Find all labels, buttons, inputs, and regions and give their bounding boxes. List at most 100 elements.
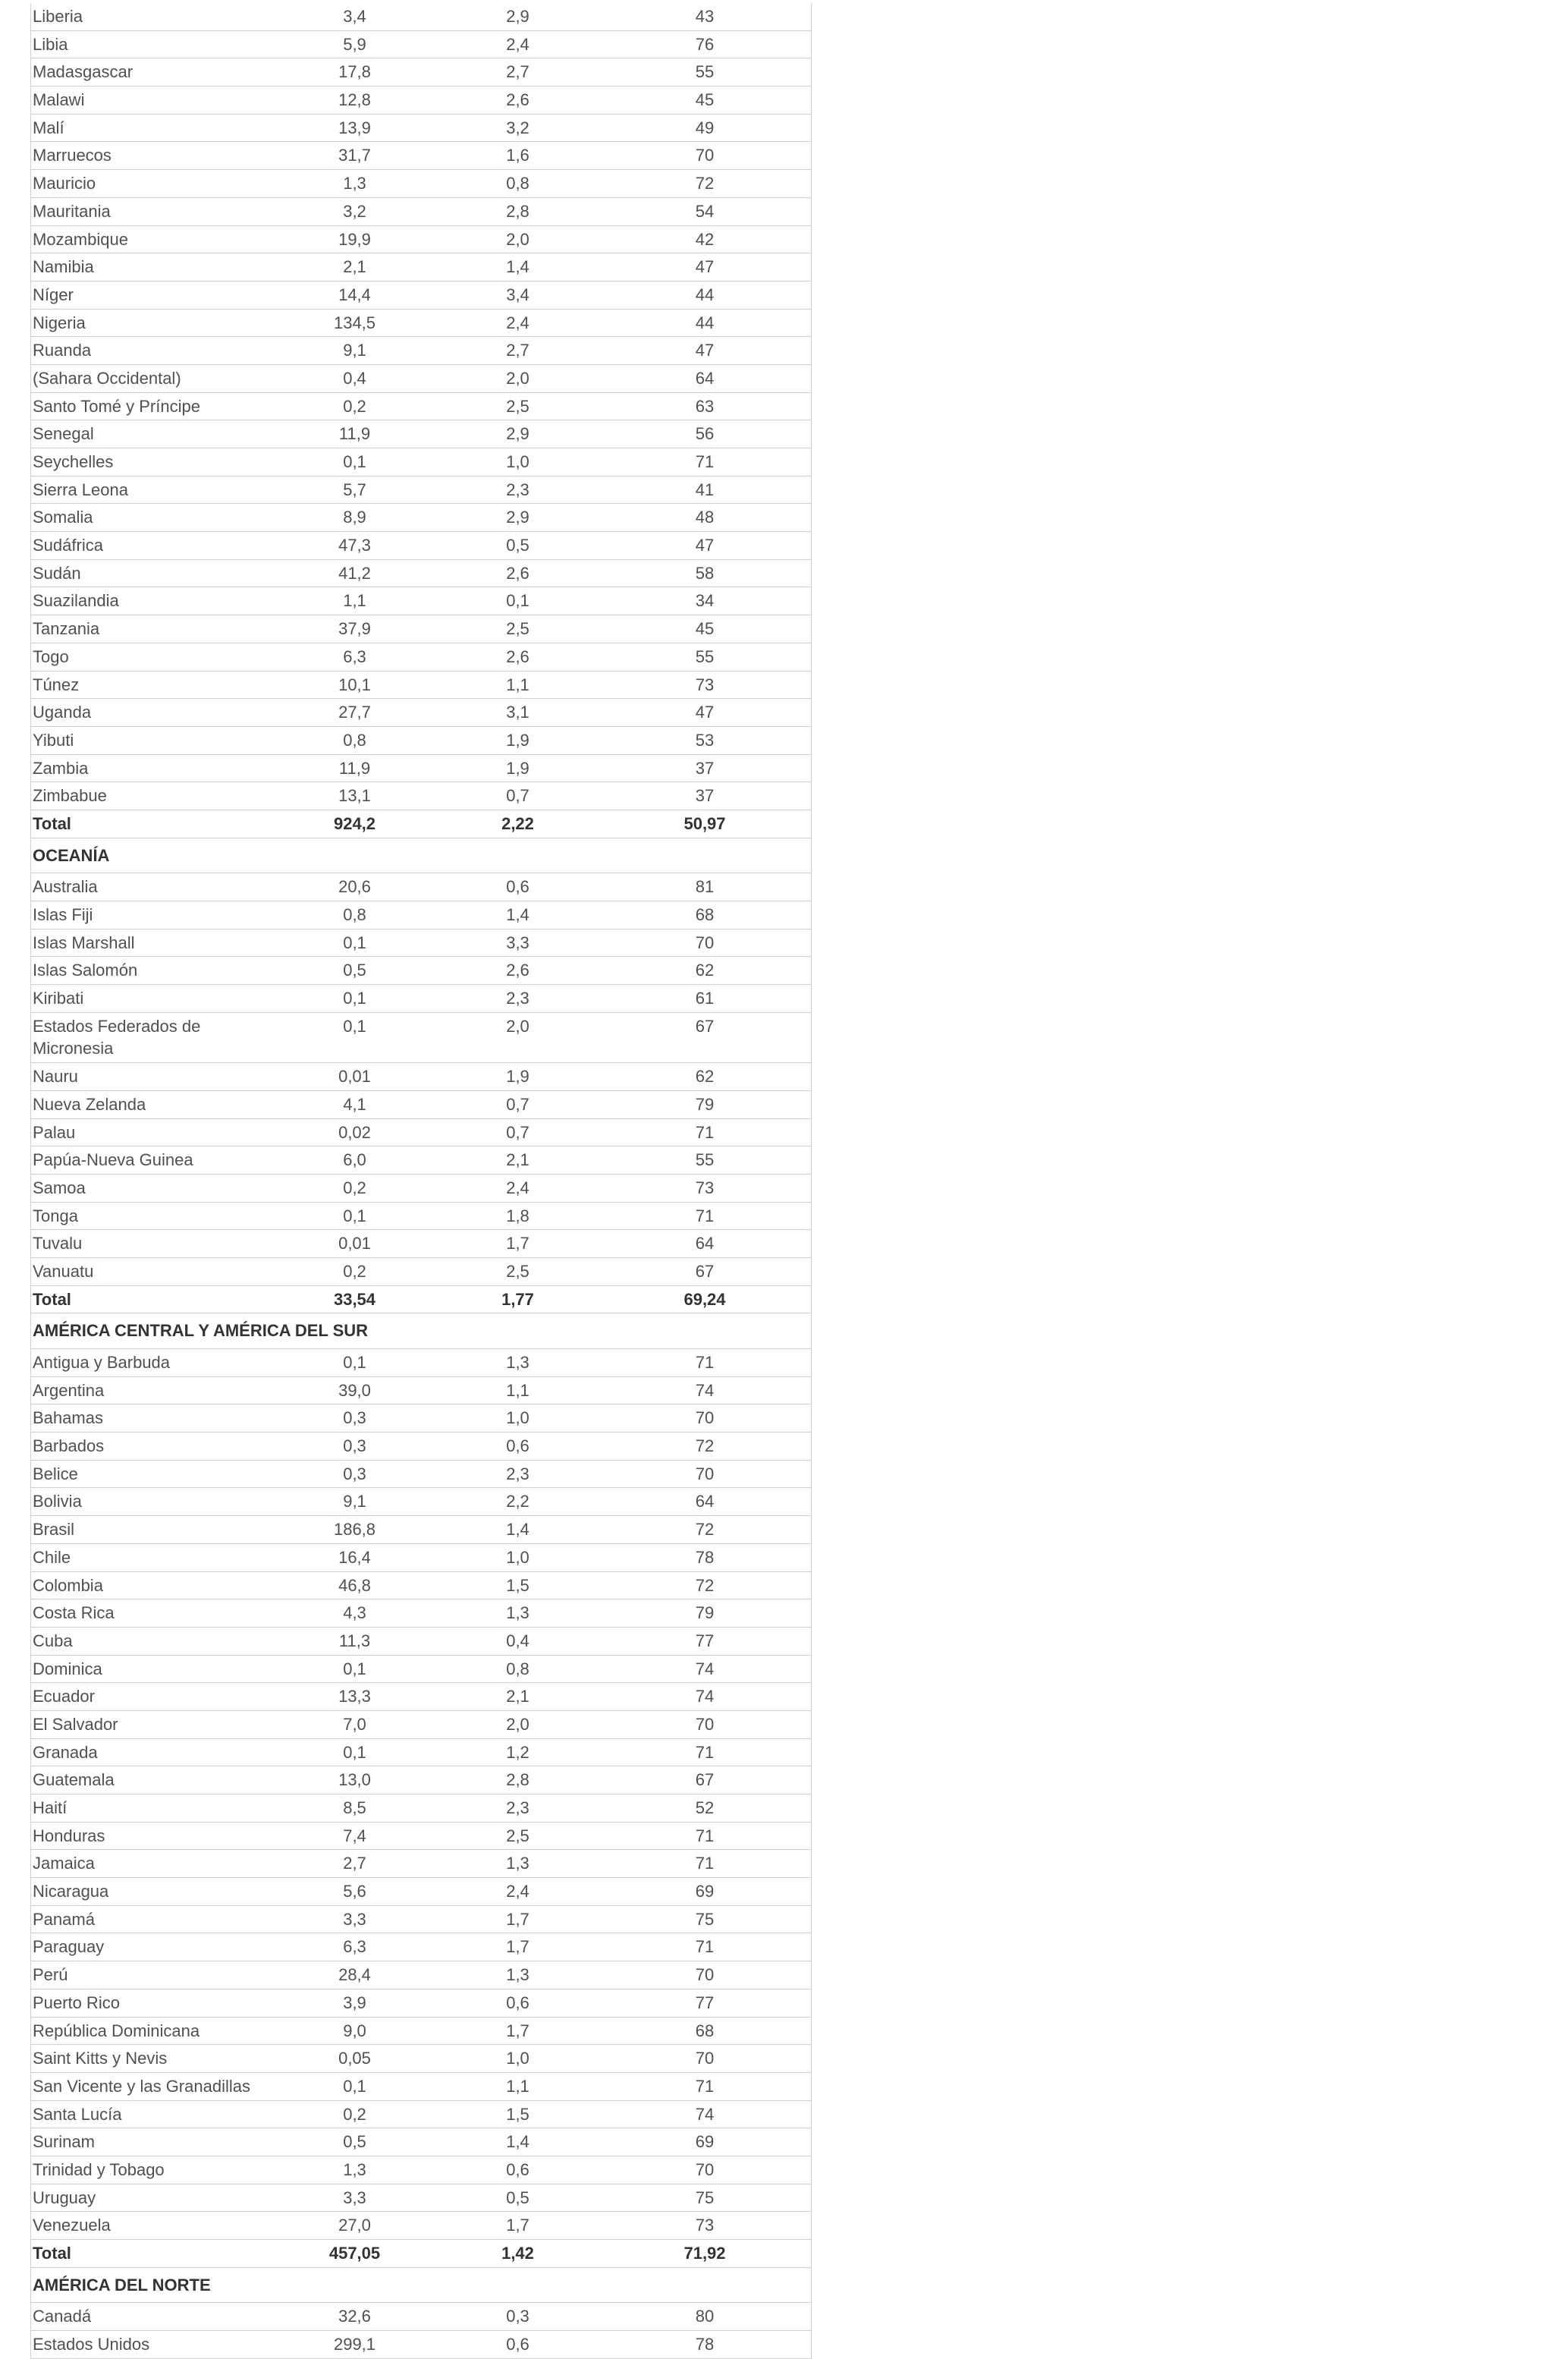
total-row-cell-2: 1,42 [437,2240,600,2268]
table-row-cell-2: 1,9 [437,754,600,782]
table-row-cell-1: 19,9 [274,225,437,253]
table-row-cell-0: Kiribati [31,985,274,1013]
table-row: Barbados0,30,672 [31,1433,811,1461]
table-row-cell-1: 0,05 [274,2045,437,2073]
table-row: Ruanda9,12,747 [31,337,811,365]
table-row-cell-2: 2,9 [437,420,600,448]
table-row-cell-1: 5,7 [274,476,437,504]
table-row-cell-0: Guatemala [31,1766,274,1794]
table-row-cell-3: 55 [600,643,811,671]
table-row-cell-0: Malawi [31,86,274,115]
table-row-cell-0: Santa Lucía [31,2100,274,2128]
table-row-cell-1: 9,1 [274,1488,437,1516]
table-row-cell-2: 2,4 [437,309,600,337]
table-row-cell-1: 13,0 [274,1766,437,1794]
table-row-cell-1: 134,5 [274,309,437,337]
table-row: Antigua y Barbuda0,11,371 [31,1349,811,1377]
table-row-cell-3: 67 [600,1012,811,1062]
table-row-cell-2: 2,4 [437,30,600,58]
table-row: Paraguay6,31,771 [31,1933,811,1961]
table-row: Nauru0,011,962 [31,1063,811,1091]
total-row-cell-2: 2,22 [437,810,600,838]
table-row-cell-3: 74 [600,1683,811,1711]
table-row-cell-3: 47 [600,253,811,282]
table-row-cell-3: 48 [600,504,811,532]
table-row-cell-2: 1,5 [437,2100,600,2128]
table-row-cell-3: 55 [600,58,811,86]
table-row-cell-1: 0,3 [274,1404,437,1433]
table-row: Madasgascar17,82,755 [31,58,811,86]
table-row: El Salvador7,02,070 [31,1710,811,1738]
table-row-cell-0: Venezuela [31,2212,274,2240]
table-row: (Sahara Occidental)0,42,064 [31,364,811,392]
table-row-cell-3: 62 [600,1063,811,1091]
table-row: Uruguay3,30,575 [31,2184,811,2212]
table-row: Samoa0,22,473 [31,1174,811,1202]
table-row-cell-2: 1,0 [437,1404,600,1433]
table-row-cell-1: 47,3 [274,532,437,560]
data-table-wrapper: Liberia3,42,943Libia5,92,476Madasgascar1… [30,3,812,2359]
table-row-cell-2: 0,7 [437,1090,600,1118]
table-row-cell-1: 6,3 [274,643,437,671]
table-row-cell-3: 64 [600,364,811,392]
section-header-label: AMÉRICA DEL NORTE [31,2267,811,2303]
table-row-cell-2: 2,6 [437,643,600,671]
table-row-cell-0: Suazilandia [31,587,274,615]
table-row-cell-2: 0,7 [437,1118,600,1146]
table-row-cell-2: 0,1 [437,587,600,615]
table-row-cell-3: 74 [600,1376,811,1404]
table-row-cell-0: Honduras [31,1822,274,1850]
table-row-cell-2: 0,7 [437,782,600,810]
table-row-cell-0: Uruguay [31,2184,274,2212]
table-row: Puerto Rico3,90,677 [31,1989,811,2017]
table-row-cell-0: Ruanda [31,337,274,365]
table-row-cell-3: 45 [600,86,811,115]
table-row-cell-3: 77 [600,1627,811,1655]
table-row-cell-1: 11,3 [274,1627,437,1655]
total-row-cell-3: 50,97 [600,810,811,838]
table-row-cell-1: 0,02 [274,1118,437,1146]
table-row: Australia20,60,681 [31,873,811,901]
table-row-cell-1: 2,7 [274,1850,437,1878]
table-row: Costa Rica4,31,379 [31,1599,811,1628]
table-row-cell-1: 1,3 [274,170,437,198]
table-row-cell-0: Estados Federados de Micronesia [31,1012,274,1062]
table-row-cell-1: 3,9 [274,1989,437,2017]
table-row: República Dominicana9,01,768 [31,2017,811,2045]
table-row: Colombia46,81,572 [31,1571,811,1599]
table-row-cell-2: 2,7 [437,337,600,365]
table-row: Sierra Leona5,72,341 [31,476,811,504]
table-row-cell-3: 76 [600,30,811,58]
table-row-cell-0: Ecuador [31,1683,274,1711]
table-row-cell-0: Sudáfrica [31,532,274,560]
table-row-cell-1: 1,1 [274,587,437,615]
table-row-cell-0: Colombia [31,1571,274,1599]
table-row-cell-1: 0,2 [274,1174,437,1202]
table-row: Suazilandia1,10,134 [31,587,811,615]
table-row-cell-0: Libia [31,30,274,58]
table-row-cell-1: 13,3 [274,1683,437,1711]
table-row-cell-1: 9,1 [274,337,437,365]
table-row-cell-2: 1,7 [437,1905,600,1933]
table-row-cell-0: Trinidad y Tobago [31,2156,274,2184]
table-row-cell-0: Antigua y Barbuda [31,1349,274,1377]
table-row-cell-0: Senegal [31,420,274,448]
table-row-cell-0: Haití [31,1794,274,1823]
table-row-cell-0: Namibia [31,253,274,282]
total-row-cell-0: Total [31,2240,274,2268]
table-row-cell-2: 1,1 [437,2072,600,2100]
table-row: Chile16,41,078 [31,1543,811,1571]
section-header-label: AMÉRICA CENTRAL Y AMÉRICA DEL SUR [31,1313,811,1349]
table-row-cell-0: Marruecos [31,142,274,170]
table-row-cell-2: 2,8 [437,1766,600,1794]
table-row-cell-1: 0,2 [274,2100,437,2128]
table-row-cell-3: 71 [600,1202,811,1230]
table-row-cell-0: Argentina [31,1376,274,1404]
table-row-cell-3: 78 [600,2331,811,2359]
table-row-cell-0: Bahamas [31,1404,274,1433]
table-row-cell-1: 9,0 [274,2017,437,2045]
table-row-cell-1: 0,4 [274,364,437,392]
table-row-cell-3: 49 [600,114,811,142]
table-row-cell-0: Nueva Zelanda [31,1090,274,1118]
table-row-cell-3: 43 [600,3,811,30]
